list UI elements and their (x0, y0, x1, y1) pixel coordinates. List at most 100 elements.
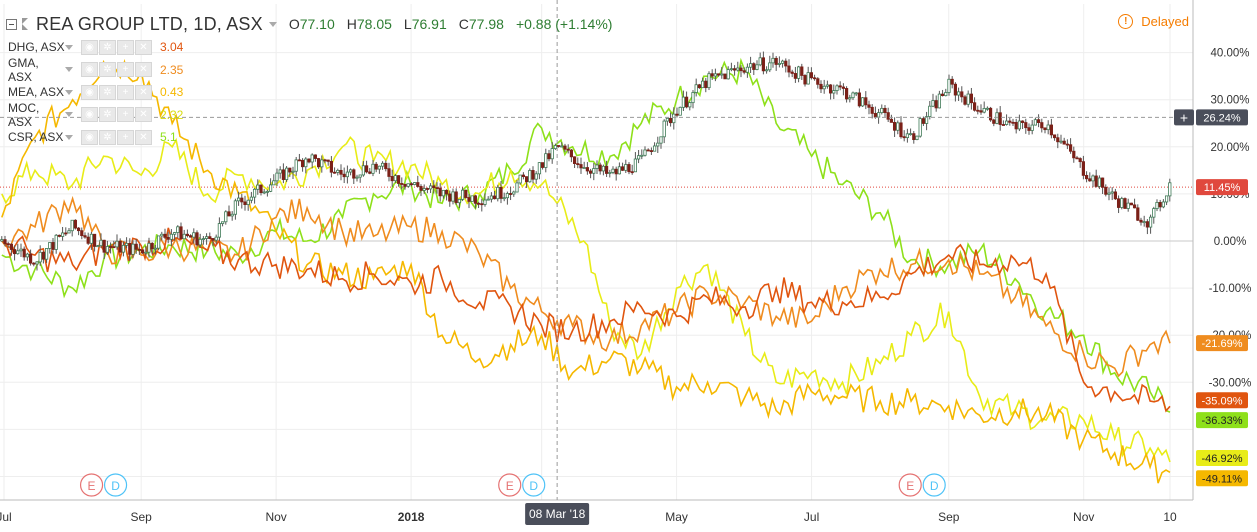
candle (1062, 140, 1066, 145)
earnings-marker[interactable] (498, 473, 522, 497)
plus-icon[interactable]: + (117, 84, 134, 100)
candle (1043, 127, 1047, 131)
candle (924, 116, 929, 124)
legend-symbol[interactable]: DHG, ASX (8, 40, 65, 55)
candle (534, 173, 538, 180)
plus-icon[interactable]: + (1180, 109, 1188, 125)
candle (358, 174, 362, 178)
candle (854, 92, 858, 95)
plus-icon[interactable]: + (117, 107, 134, 123)
chevron-down-icon[interactable] (268, 21, 277, 27)
plus-icon[interactable]: + (117, 62, 134, 78)
candle (105, 246, 109, 253)
candle (688, 102, 692, 108)
dividend-marker[interactable] (922, 473, 946, 497)
gear-icon[interactable]: ✲ (99, 107, 116, 123)
legend-value: 3.04 (160, 40, 184, 55)
candle (284, 167, 289, 180)
candle (736, 67, 740, 71)
legend-symbol[interactable]: CSR, ASX (8, 130, 64, 145)
candle (140, 249, 145, 254)
plus-icon[interactable]: + (117, 129, 134, 145)
gear-icon[interactable]: ✲ (99, 39, 116, 55)
chevron-down-icon[interactable] (65, 112, 73, 118)
eye-icon[interactable]: ◉ (81, 107, 98, 123)
candle (115, 240, 119, 248)
candle (1078, 158, 1082, 163)
close-icon[interactable]: ✕ (135, 84, 152, 100)
candle (716, 73, 721, 76)
candle (128, 242, 132, 255)
legend-symbol[interactable]: MOC, ASX (8, 100, 40, 129)
candle (291, 170, 295, 173)
candle (124, 242, 129, 246)
earnings-marker[interactable] (898, 473, 922, 497)
candle (89, 233, 93, 244)
chevron-down-icon[interactable] (65, 67, 73, 73)
candle (236, 197, 241, 202)
dividend-marker-label: D (529, 479, 538, 493)
candle (57, 234, 61, 237)
candle (867, 104, 871, 108)
candle (883, 107, 887, 114)
gear-icon[interactable]: ✲ (99, 84, 116, 100)
eye-icon[interactable]: ◉ (81, 62, 98, 78)
delayed-indicator[interactable]: ! Delayed (1118, 14, 1189, 29)
symbol-title[interactable]: REA GROUP LTD, 1D, ASX (36, 13, 263, 34)
candle (83, 235, 87, 238)
candle (595, 164, 599, 169)
candle (646, 149, 650, 152)
candle (515, 182, 519, 193)
chevron-down-icon[interactable] (65, 44, 73, 50)
candle (195, 232, 199, 246)
legend-symbol[interactable]: GMA, ASX (8, 55, 39, 84)
candle (294, 159, 298, 172)
chevron-down-icon[interactable] (65, 134, 73, 140)
candle (1088, 178, 1092, 182)
plus-icon[interactable]: + (117, 39, 134, 55)
candle (1164, 195, 1169, 203)
candle (627, 164, 631, 173)
add-alert-button[interactable] (1174, 109, 1194, 126)
price-tag (1196, 179, 1248, 196)
candle (240, 197, 244, 203)
collapse-icon[interactable] (6, 18, 17, 30)
candle (80, 230, 84, 237)
series-line-dhg[interactable] (1, 227, 1171, 413)
close-value: C77.98 (458, 16, 504, 32)
candle (1040, 122, 1044, 129)
candle (256, 184, 260, 190)
candle (505, 193, 509, 199)
candle (9, 243, 13, 250)
eye-icon[interactable]: ◉ (81, 129, 98, 145)
series-line-gma[interactable] (1, 195, 1171, 378)
candle (137, 248, 141, 251)
candle (348, 169, 353, 173)
series-line-moc[interactable] (1, 135, 1171, 463)
earnings-marker-label: E (506, 479, 514, 493)
flag-icon[interactable] (22, 18, 28, 30)
close-icon[interactable]: ✕ (135, 107, 152, 123)
chevron-down-icon[interactable] (65, 89, 73, 95)
gear-icon[interactable]: ✲ (99, 62, 116, 78)
gear-icon[interactable]: ✲ (99, 129, 116, 145)
eye-icon[interactable]: ◉ (81, 39, 98, 55)
close-icon[interactable]: ✕ (135, 39, 152, 55)
close-icon[interactable]: ✕ (135, 129, 152, 145)
dividend-marker[interactable] (522, 473, 546, 497)
legend-symbol[interactable]: MEA, ASX (8, 85, 65, 100)
dividend-marker[interactable] (103, 473, 128, 497)
earnings-marker[interactable] (79, 473, 104, 497)
close-icon[interactable]: ✕ (135, 62, 152, 78)
candle (1008, 120, 1012, 123)
open-value: O77.10 (288, 16, 335, 32)
candle (921, 118, 925, 124)
candle (153, 247, 157, 250)
candle (550, 148, 554, 160)
candle (889, 118, 893, 123)
candle (780, 60, 785, 64)
candle (310, 154, 314, 163)
eye-icon[interactable]: ◉ (81, 84, 98, 100)
series-line-mea[interactable] (1, 58, 1171, 484)
